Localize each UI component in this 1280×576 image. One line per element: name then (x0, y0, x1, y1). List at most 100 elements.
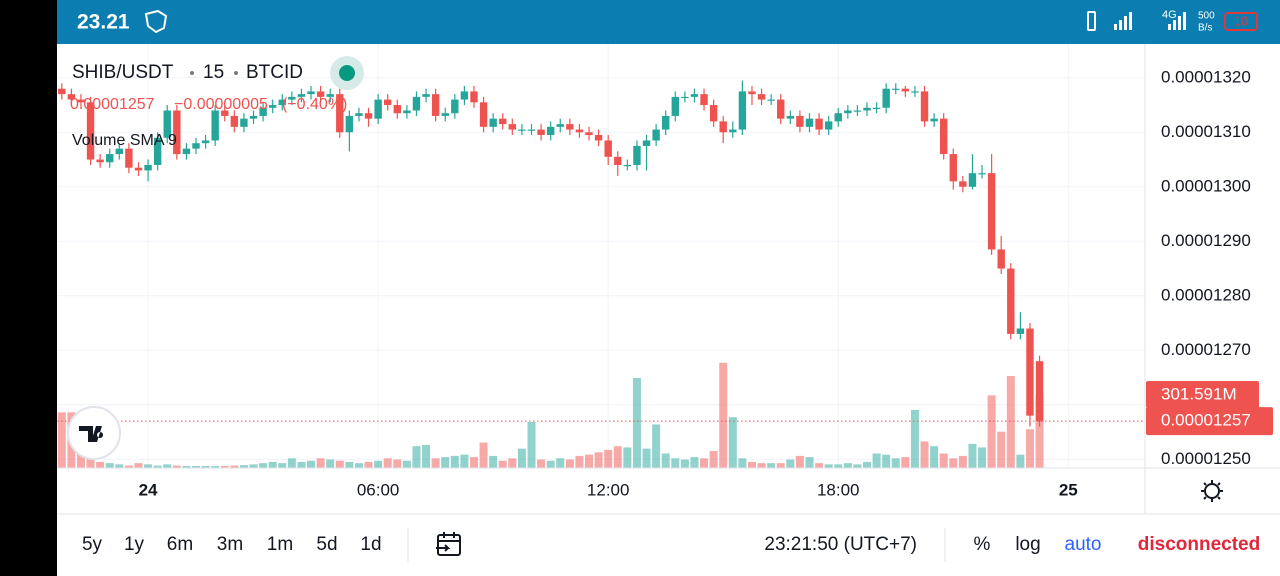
candle-body (125, 148, 133, 168)
volume-bar (661, 453, 670, 468)
exchange: BTCID (246, 62, 303, 83)
candle-body (882, 88, 890, 108)
volume-bar (96, 461, 105, 468)
volume-bar (354, 463, 363, 468)
price-badge (1146, 407, 1273, 436)
candle-body (594, 135, 603, 141)
candle-body (623, 164, 632, 167)
candle-body (192, 143, 200, 149)
volume-bar (191, 466, 200, 468)
range-button[interactable]: 5y (82, 534, 103, 555)
log-toggle[interactable]: log (1015, 534, 1040, 555)
volume-bar (901, 457, 910, 468)
volume-bar (527, 422, 536, 468)
x-tick-label: 06:00 (357, 480, 400, 499)
candle-body (77, 99, 85, 103)
volume-bar (815, 463, 824, 468)
volume-bar (747, 461, 756, 468)
candle-body (96, 159, 104, 163)
candle-body (556, 124, 564, 127)
range-button[interactable]: 3m (217, 534, 243, 555)
volume-bar (1025, 429, 1034, 468)
percent-toggle[interactable]: % (974, 534, 991, 555)
volume-bar (757, 463, 766, 468)
range-button[interactable]: 1d (360, 534, 381, 555)
network-speed: 500 (1198, 11, 1215, 22)
price-badge-label: 0.00001257 (1161, 411, 1251, 430)
candle-body (422, 94, 430, 97)
candle-body (690, 94, 699, 97)
volume-bar (786, 459, 795, 468)
y-tick-label: 0.00001300 (1161, 176, 1251, 195)
volume-bar (307, 460, 316, 468)
candle-body (479, 102, 488, 127)
volume-bar (843, 463, 852, 468)
volume-bar (958, 455, 967, 468)
candle-body (642, 140, 651, 146)
candle-body (374, 99, 382, 119)
volume-bar (728, 417, 737, 468)
volume-bar (795, 455, 804, 468)
candle-body (863, 107, 871, 111)
volume-bar (872, 453, 881, 468)
y-tick-label: 0.00001280 (1161, 285, 1251, 304)
network-speed-unit: B/s (1198, 23, 1212, 34)
candle-body (585, 132, 593, 136)
volume-bar (949, 458, 958, 468)
candle-body (729, 129, 737, 133)
volume-bar (910, 409, 919, 468)
y-tick-label: 0.00001250 (1161, 449, 1251, 468)
range-button[interactable]: 5d (316, 534, 337, 555)
volume-bar (249, 464, 258, 468)
candle-body (566, 124, 574, 130)
candle-body (211, 110, 219, 141)
range-button[interactable]: 6m (167, 534, 193, 555)
x-tick-label: 25 (1059, 480, 1078, 499)
candle-body (930, 118, 938, 122)
volume-bar (412, 446, 421, 468)
volume-bar (968, 443, 977, 468)
volume-bar (1006, 376, 1015, 468)
volume-bar (124, 465, 133, 468)
volume-bar (834, 464, 843, 468)
candle-body (230, 115, 239, 127)
legend-change: −0.00000005 (174, 96, 268, 113)
candle-body (633, 145, 641, 165)
x-tick-label: 24 (139, 480, 158, 499)
volume-bar (575, 455, 584, 468)
auto-toggle[interactable]: auto (1065, 534, 1102, 555)
volume-bar (460, 454, 469, 468)
candle-body (518, 129, 526, 131)
volume-bar (316, 458, 325, 468)
volume-bar (489, 455, 498, 468)
volume-bar (479, 442, 488, 468)
candle-body (920, 91, 929, 122)
candle-body (824, 121, 833, 130)
candle-body (757, 94, 766, 100)
volume-bar (422, 445, 431, 468)
volume-bar (853, 464, 862, 468)
battery-level: 10 (1234, 13, 1248, 28)
candle-body (460, 91, 469, 100)
candle-body (968, 173, 977, 187)
candle-body (336, 94, 344, 133)
range-button[interactable]: 1m (267, 534, 293, 555)
volume-bar (623, 447, 632, 468)
candle-body (546, 126, 555, 136)
candle-body (796, 115, 804, 127)
range-button[interactable]: 1y (124, 534, 145, 555)
candle-body (959, 181, 967, 187)
volume-bar (546, 460, 555, 468)
candle-body (259, 107, 267, 116)
settings-icon[interactable] (1201, 480, 1223, 502)
candle-body (499, 118, 507, 125)
candle-body (508, 124, 517, 130)
volume-bar (652, 424, 661, 468)
volume-bar (287, 458, 296, 468)
volume-bar (613, 446, 622, 468)
volume-bar (997, 431, 1006, 468)
volume-bar (939, 453, 948, 468)
date-range-icon[interactable] (436, 532, 461, 556)
volume-bar (508, 458, 517, 468)
volume-bar (930, 446, 939, 468)
